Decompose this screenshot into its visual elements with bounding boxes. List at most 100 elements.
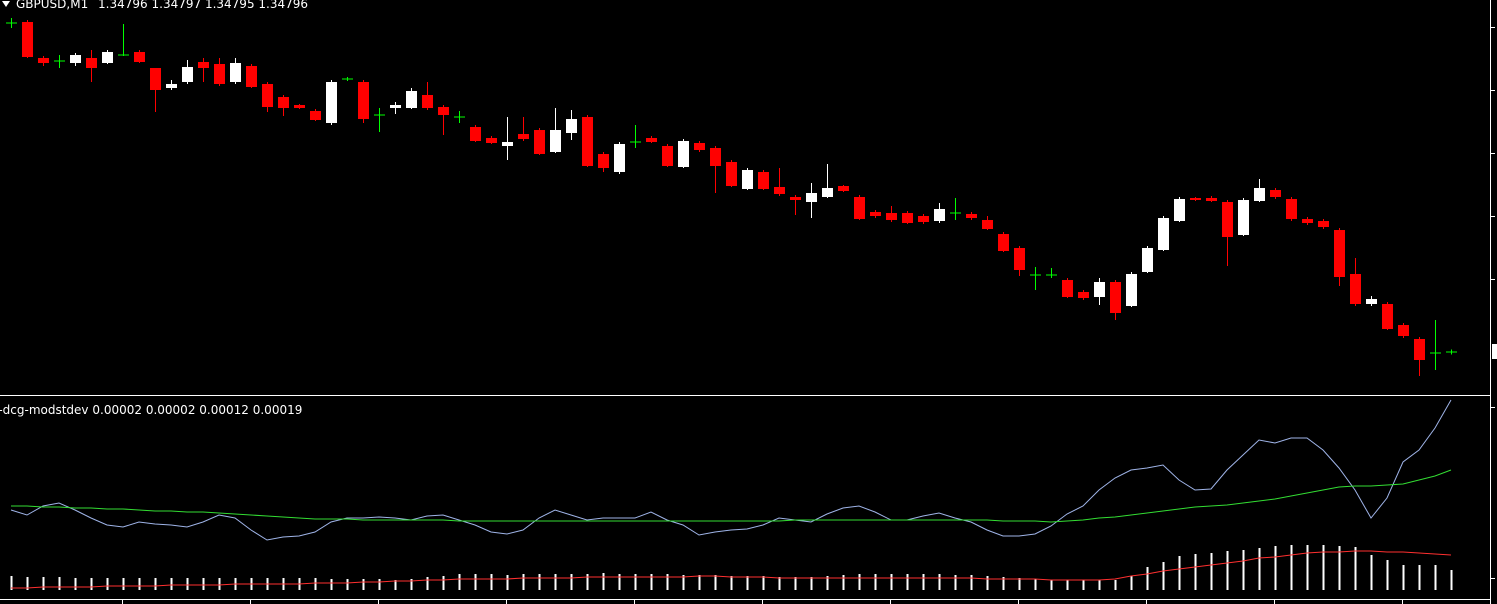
candle-body bbox=[822, 188, 833, 197]
candle-body bbox=[758, 172, 769, 189]
high-value: 1.34797 bbox=[152, 0, 202, 11]
candle-body bbox=[774, 187, 785, 194]
candle-body bbox=[1270, 190, 1281, 197]
collapse-arrow bbox=[2, 1, 10, 7]
price-marker bbox=[1492, 344, 1497, 359]
candle-body bbox=[278, 97, 289, 108]
candle-body bbox=[1190, 198, 1201, 200]
candle-body bbox=[1078, 292, 1089, 298]
candle-body bbox=[326, 82, 337, 123]
close-value: 1.34796 bbox=[258, 0, 308, 11]
candle-body bbox=[182, 67, 193, 82]
candle-body bbox=[22, 22, 33, 57]
candle-body bbox=[886, 213, 897, 220]
candle-body bbox=[486, 138, 497, 143]
candle-body bbox=[134, 52, 145, 62]
candle-body bbox=[710, 148, 721, 166]
symbol: GBPUSD,M1 bbox=[16, 0, 88, 11]
candle-body bbox=[1094, 282, 1105, 297]
candle-body bbox=[1414, 339, 1425, 360]
candle-body bbox=[70, 55, 81, 63]
candle-body bbox=[598, 154, 609, 168]
candle-body bbox=[102, 52, 113, 63]
candle-body bbox=[1206, 198, 1217, 201]
candle-body bbox=[1014, 248, 1025, 270]
candle-body bbox=[870, 212, 881, 216]
candle-body bbox=[230, 63, 241, 82]
candle-body bbox=[310, 111, 321, 120]
candle-body bbox=[150, 68, 161, 90]
candle-body bbox=[1238, 200, 1249, 235]
candle-body bbox=[1366, 299, 1377, 304]
candle-body bbox=[198, 62, 209, 68]
candle-body bbox=[662, 146, 673, 166]
candle-body bbox=[1158, 218, 1169, 250]
candle-body bbox=[38, 58, 49, 63]
candle-body bbox=[294, 105, 305, 108]
candle-body bbox=[742, 170, 753, 189]
candle-body bbox=[646, 138, 657, 142]
buffer-value: 0.00002 bbox=[92, 403, 142, 417]
candle-body bbox=[438, 107, 449, 115]
candle-body bbox=[1382, 304, 1393, 329]
indicator-header: i-dcg-modstdev 0.00002 0.00002 0.00012 0… bbox=[0, 403, 302, 417]
candle-body bbox=[934, 209, 945, 221]
candle-body bbox=[966, 214, 977, 218]
candle-body bbox=[502, 142, 513, 146]
candle-body bbox=[566, 119, 577, 133]
candle-body bbox=[406, 91, 417, 108]
candle-body bbox=[726, 162, 737, 186]
candle-body bbox=[86, 58, 97, 68]
open-value: 1.34796 bbox=[98, 0, 148, 11]
candle-body bbox=[214, 64, 225, 84]
candle-body bbox=[550, 130, 561, 152]
axis-ticks bbox=[122, 27, 1495, 604]
candle-body bbox=[1318, 221, 1329, 227]
candle-body bbox=[518, 134, 529, 139]
candle-body bbox=[1222, 202, 1233, 237]
indicator-name: i-dcg-modstdev bbox=[0, 403, 89, 417]
candle-body bbox=[1062, 280, 1073, 297]
candle-body bbox=[902, 213, 913, 223]
candle-body bbox=[1286, 199, 1297, 219]
candle-body bbox=[998, 234, 1009, 251]
indicator-line bbox=[11, 550, 1452, 589]
plot-area bbox=[6, 18, 1457, 590]
candle-body bbox=[982, 220, 993, 229]
candle-body bbox=[1126, 274, 1137, 306]
candle-body bbox=[694, 143, 705, 150]
candle-body bbox=[678, 141, 689, 167]
candle-body bbox=[1334, 230, 1345, 277]
candle-body bbox=[918, 216, 929, 222]
candle-body bbox=[534, 130, 545, 154]
candle-body bbox=[262, 84, 273, 107]
indicator-line bbox=[10, 399, 1452, 541]
candle-body bbox=[1350, 274, 1361, 304]
buffer-value: 0.00002 bbox=[146, 403, 196, 417]
candle-body bbox=[1398, 325, 1409, 336]
candle-body bbox=[246, 66, 257, 87]
chart-header: GBPUSD,M1 1.34796 1.34797 1.34795 1.3479… bbox=[16, 0, 308, 11]
candle-body bbox=[1174, 199, 1185, 221]
low-value: 1.34795 bbox=[205, 0, 255, 11]
candle-body bbox=[1110, 282, 1121, 313]
candle-body bbox=[614, 144, 625, 172]
candle-body bbox=[1302, 219, 1313, 223]
candle-body bbox=[1142, 248, 1153, 272]
buffer-value: 0.00012 bbox=[199, 403, 249, 417]
candle-body bbox=[806, 193, 817, 202]
buffer-value: 0.00019 bbox=[253, 403, 303, 417]
candle-body bbox=[166, 84, 177, 88]
candle-body bbox=[358, 82, 369, 119]
candle-body bbox=[854, 197, 865, 219]
candle-body bbox=[422, 95, 433, 108]
candle-body bbox=[838, 186, 849, 191]
candle-body bbox=[390, 105, 401, 108]
candle-body bbox=[582, 117, 593, 166]
indicator-line bbox=[11, 469, 1452, 523]
candle-body bbox=[790, 197, 801, 200]
candle-body bbox=[470, 127, 481, 141]
